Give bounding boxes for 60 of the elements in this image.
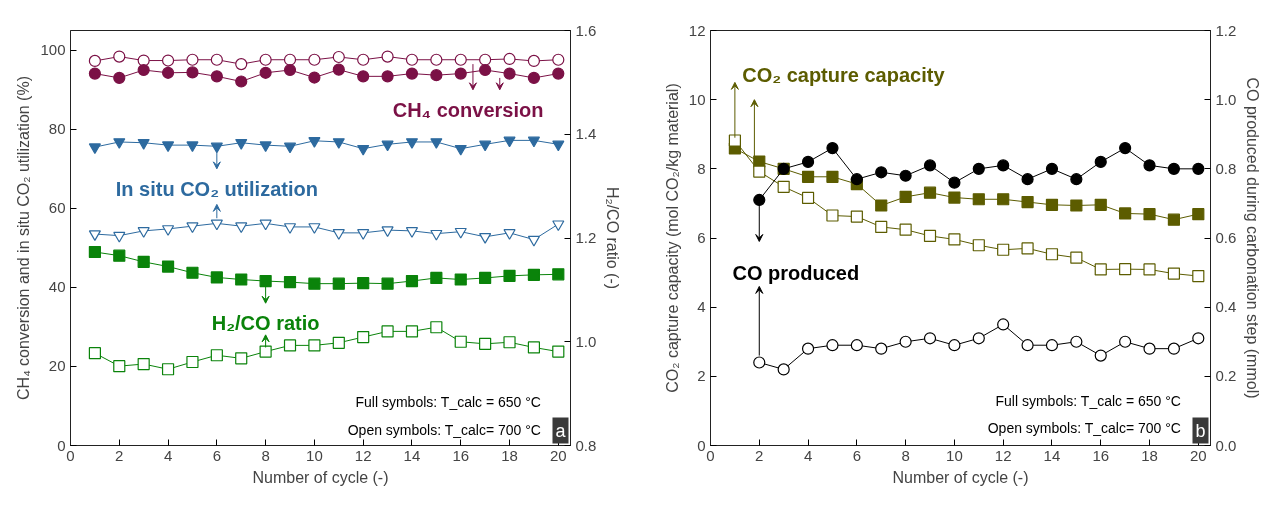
annotation: In situ CO₂ utilization — [115, 177, 318, 200]
y-tick-label: 8 — [697, 159, 706, 177]
x-tick-label: 6 — [852, 446, 862, 464]
x-tick-label: 2 — [755, 446, 764, 464]
y-tick-label: 10 — [688, 90, 706, 108]
y-tick-label: 80 — [48, 120, 66, 138]
x-tick-label: 14 — [1043, 446, 1061, 464]
x-tick-label: 20 — [549, 446, 567, 464]
y2-tick-label: 0.2 — [1215, 367, 1237, 385]
y2-tick-label: 0.8 — [575, 436, 597, 454]
y2-tick-label: 0.8 — [1215, 159, 1237, 177]
annotation: H₂/CO ratio — [211, 311, 320, 334]
x-tick-label: 12 — [354, 446, 372, 464]
annotation: Open symbols: T_calc= 700 °C — [347, 421, 541, 438]
x-tick-label: 16 — [1092, 446, 1110, 464]
annotation: b — [1195, 420, 1206, 441]
x-tick-label: 10 — [306, 446, 323, 464]
x-tick-label: 10 — [946, 446, 963, 464]
annotation: Full symbols: T_calc = 650 °C — [995, 392, 1181, 409]
x-axis-title: Number of cycle (-) — [892, 468, 1029, 486]
annotation: CO₂ capture capacity — [742, 64, 946, 87]
y-tick-label: 2 — [697, 367, 706, 385]
y-tick-label: 6 — [697, 229, 706, 246]
y2-axis-title: CO produced during carbonation step (mmol) — [1244, 77, 1262, 399]
y2-axis-title: H₂/CO ratio (-) — [604, 186, 622, 290]
y2-tick-label: 0.4 — [1215, 298, 1237, 316]
annotation: Open symbols: T_calc= 700 °C — [987, 420, 1181, 437]
y-tick-label: 12 — [688, 21, 706, 39]
x-tick-label: 18 — [501, 446, 518, 464]
y2-tick-label: 1.0 — [1215, 90, 1237, 108]
x-axis-title: Number of cycle (-) — [252, 468, 389, 486]
y-tick-label: 100 — [40, 41, 66, 59]
annotation: a — [555, 420, 567, 441]
x-tick-label: 18 — [1141, 446, 1158, 464]
y-axis-title: CO₂ capture capacity (mol CO₂/kg material) — [663, 83, 681, 393]
annotation: Full symbols: T_calc = 650 °C — [355, 394, 541, 411]
y2-tick-label: 1.2 — [1215, 21, 1237, 39]
x-tick-label: 4 — [163, 446, 173, 464]
y2-tick-label: 0.6 — [1215, 229, 1237, 246]
y-tick-label: 4 — [697, 298, 706, 316]
y-tick-label: 40 — [48, 278, 66, 296]
y2-tick-label: 1.4 — [575, 125, 597, 143]
y2-tick-label: 1.0 — [575, 332, 597, 350]
x-tick-label: 6 — [212, 446, 222, 464]
x-tick-label: 14 — [403, 446, 421, 464]
x-tick-label: 8 — [901, 446, 910, 464]
x-tick-label: 16 — [452, 446, 470, 464]
y2-tick-label: 0.0 — [1215, 436, 1237, 454]
annotation: CO produced — [732, 261, 860, 284]
y-tick-label: 20 — [48, 357, 66, 375]
x-tick-label: 12 — [994, 446, 1012, 464]
annotation: CH₄ conversion — [392, 98, 544, 121]
y2-tick-label: 1.2 — [575, 229, 597, 246]
x-tick-label: 8 — [261, 446, 270, 464]
y-axis-title: CH₄ conversion and in situ CO₂ utilization (%) — [15, 76, 33, 400]
x-tick-label: 4 — [803, 446, 813, 464]
x-tick-label: 20 — [1189, 446, 1207, 464]
y2-tick-label: 1.6 — [575, 21, 597, 39]
x-tick-label: 2 — [115, 446, 124, 464]
y-tick-label: 60 — [48, 199, 66, 217]
